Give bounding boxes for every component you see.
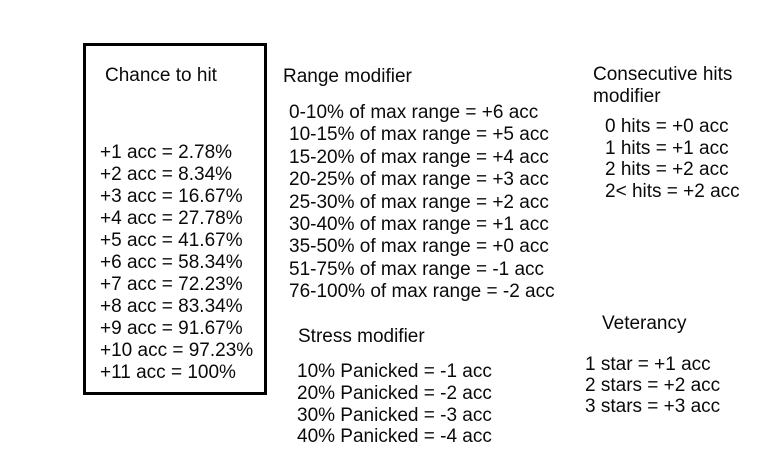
consecutive-hits-list: 0 hits = +0 acc 1 hits = +1 acc 2 hits =… xyxy=(605,116,740,203)
chance-to-hit-box: Chance to hit +1 acc = 2.78% +2 acc = 8.… xyxy=(83,43,267,395)
range-modifier-title: Range modifier xyxy=(283,66,412,87)
consecutive-hits-title: Consecutive hits modifier xyxy=(593,64,733,107)
stress-modifier-row: 30% Panicked = -3 acc xyxy=(297,404,492,426)
range-modifier-row: 0-10% of max range = +6 acc xyxy=(289,102,539,123)
veterancy-title: Veterancy xyxy=(602,313,687,334)
range-modifier-row: 15-20% of max range = +4 acc xyxy=(289,146,549,168)
range-modifier-list: 0-10% of max range = +6 acc 10-15% of ma… xyxy=(289,102,555,304)
stress-modifier-title: Stress modifier xyxy=(298,326,425,347)
veterancy-row: 1 star = +1 acc xyxy=(585,354,711,375)
range-modifier-row: 30-40% of max range = +1 acc xyxy=(289,214,549,236)
stress-modifier-row: 40% Panicked = -4 acc xyxy=(297,426,492,448)
veterancy-row: 2 stars = +2 acc xyxy=(585,375,721,396)
chance-to-hit-title: Chance to hit xyxy=(105,65,217,86)
range-modifier-row: 76-100% of max range = -2 acc xyxy=(289,281,555,303)
consecutive-hits-row: 1 hits = +1 acc xyxy=(605,137,729,159)
chance-to-hit-row: +6 acc = 58.34% xyxy=(100,252,243,273)
range-modifier-row: 25-30% of max range = +2 acc xyxy=(289,191,549,213)
consecutive-hits-row: 2< hits = +2 acc xyxy=(605,181,740,203)
chance-to-hit-row: +10 acc = 97.23% xyxy=(100,340,254,361)
chance-to-hit-row: +2 acc = 8.34% xyxy=(100,164,233,185)
range-modifier-row: 10-15% of max range = +5 acc xyxy=(289,124,549,146)
veterancy-list: 1 star = +1 acc 2 stars = +2 acc 3 stars… xyxy=(585,354,720,417)
chance-to-hit-row: +4 acc = 27.78% xyxy=(100,208,243,229)
stress-modifier-row: 20% Panicked = -2 acc xyxy=(297,382,492,404)
veterancy-row: 3 stars = +3 acc xyxy=(585,396,721,417)
chance-to-hit-row: +5 acc = 41.67% xyxy=(100,230,243,251)
range-modifier-row: 35-50% of max range = +0 acc xyxy=(289,236,549,258)
chance-to-hit-row: +9 acc = 91.67% xyxy=(100,318,243,339)
chance-to-hit-row: +7 acc = 72.23% xyxy=(100,274,243,295)
stress-modifier-row: 10% Panicked = -1 acc xyxy=(297,361,492,382)
stress-modifier-list: 10% Panicked = -1 acc 20% Panicked = -2 … xyxy=(297,361,492,448)
consecutive-hits-row: 2 hits = +2 acc xyxy=(605,159,729,181)
chance-to-hit-row: +3 acc = 16.67% xyxy=(100,186,243,207)
range-modifier-row: 20-25% of max range = +3 acc xyxy=(289,169,549,191)
chance-to-hit-list: +1 acc = 2.78% +2 acc = 8.34% +3 acc = 1… xyxy=(100,142,253,384)
range-modifier-row: 51-75% of max range = -1 acc xyxy=(289,258,545,280)
chance-to-hit-row: +11 acc = 100% xyxy=(100,362,236,383)
chance-to-hit-row: +8 acc = 83.34% xyxy=(100,296,243,317)
consecutive-hits-row: 0 hits = +0 acc xyxy=(605,116,729,137)
chance-to-hit-row: +1 acc = 2.78% xyxy=(100,142,233,163)
